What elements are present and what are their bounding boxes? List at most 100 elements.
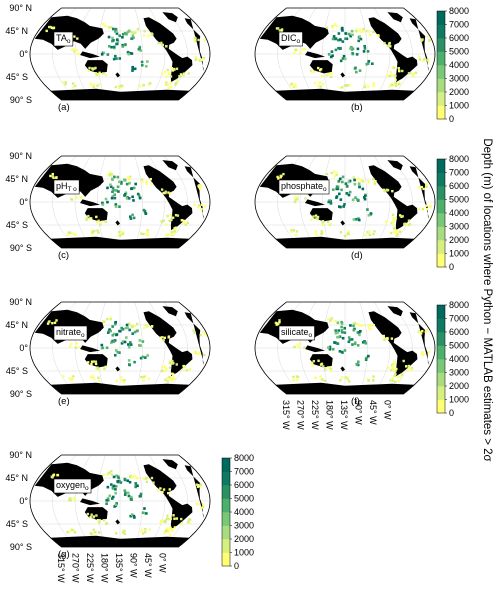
data-point: [321, 223, 325, 227]
data-point: [47, 320, 51, 324]
data-point: [330, 171, 333, 175]
data-point: [352, 176, 355, 179]
data-point: [64, 83, 67, 86]
data-point: [391, 213, 395, 217]
data-point: [359, 178, 363, 181]
data-point: [70, 378, 73, 382]
data-point: [140, 178, 144, 181]
lat-tick-label: 90° N: [9, 297, 32, 307]
data-point: [128, 328, 131, 332]
lat-tick-label: 45° S: [6, 519, 28, 529]
data-point: [343, 203, 346, 206]
colorbar-tick-label: 8000: [449, 300, 469, 310]
data-point: [75, 196, 78, 199]
data-point: [170, 231, 173, 234]
data-point: [109, 341, 113, 344]
data-point: [138, 196, 142, 200]
variable-label: pHT o: [53, 179, 80, 195]
data-point: [197, 186, 201, 189]
data-point: [104, 24, 108, 28]
data-point: [359, 324, 362, 327]
data-point: [327, 200, 331, 204]
land: [50, 382, 190, 394]
data-point: [385, 73, 389, 77]
data-point: [132, 199, 135, 202]
data-point: [110, 45, 113, 49]
data-point: [373, 182, 377, 185]
lat-tick-label: 45° N: [5, 26, 28, 36]
data-point: [366, 208, 369, 211]
data-point: [118, 479, 121, 483]
data-point: [132, 186, 136, 190]
data-point: [346, 376, 350, 379]
data-point: [121, 35, 124, 39]
data-point: [347, 340, 351, 344]
data-point: [143, 356, 147, 359]
lat-tick-label: 45° N: [5, 174, 28, 184]
data-point: [358, 35, 361, 38]
data-point: [392, 73, 396, 77]
data-point: [118, 34, 122, 38]
data-point: [295, 378, 299, 382]
data-point: [127, 197, 131, 200]
data-point: [390, 74, 393, 77]
data-point: [193, 38, 196, 42]
data-point: [345, 184, 349, 188]
data-point: [341, 376, 344, 379]
colorbar-segment: [222, 539, 230, 553]
data-point: [98, 531, 101, 534]
data-point: [340, 320, 343, 324]
colorbar-tick-label: 4000: [449, 208, 469, 218]
data-point: [294, 234, 298, 237]
data-point: [390, 83, 394, 87]
data-point: [420, 352, 423, 356]
data-point: [109, 171, 112, 174]
lon-tick-label: 315° W: [56, 553, 66, 583]
data-point: [367, 179, 370, 183]
colorbar-segment: [437, 345, 445, 360]
data-point: [349, 324, 352, 327]
data-point: [303, 47, 306, 51]
data-point: [87, 69, 91, 73]
data-point: [340, 26, 344, 30]
data-point: [168, 488, 171, 491]
data-point: [98, 368, 101, 371]
data-point: [357, 217, 360, 220]
data-point: [293, 51, 296, 55]
data-point: [112, 27, 115, 31]
data-point: [171, 359, 174, 363]
data-point: [90, 513, 93, 516]
data-point: [361, 341, 365, 344]
data-point: [124, 491, 127, 494]
data-point: [309, 69, 313, 73]
data-point: [278, 29, 282, 32]
data-point: [385, 188, 389, 192]
data-point: [168, 361, 172, 365]
data-point: [111, 190, 114, 194]
data-point: [90, 233, 94, 236]
data-point: [68, 231, 72, 234]
data-point: [118, 205, 121, 209]
lon-tick-label: 180° W: [100, 553, 110, 583]
data-point: [363, 340, 367, 344]
data-point: [175, 79, 179, 83]
data-point: [117, 230, 121, 234]
data-point: [197, 205, 200, 209]
data-point: [141, 511, 145, 515]
data-point: [56, 473, 60, 477]
data-point: [165, 517, 169, 520]
data-point: [115, 57, 118, 60]
data-point: [203, 39, 206, 42]
data-point: [167, 335, 171, 338]
data-point: [87, 361, 90, 364]
data-point: [123, 477, 127, 481]
data-point: [145, 476, 148, 480]
data-point: [357, 360, 360, 364]
data-point: [274, 321, 278, 325]
data-point: [312, 215, 315, 218]
data-point: [363, 44, 367, 48]
land: [143, 165, 193, 231]
data-point: [317, 359, 320, 362]
data-point: [337, 335, 340, 339]
